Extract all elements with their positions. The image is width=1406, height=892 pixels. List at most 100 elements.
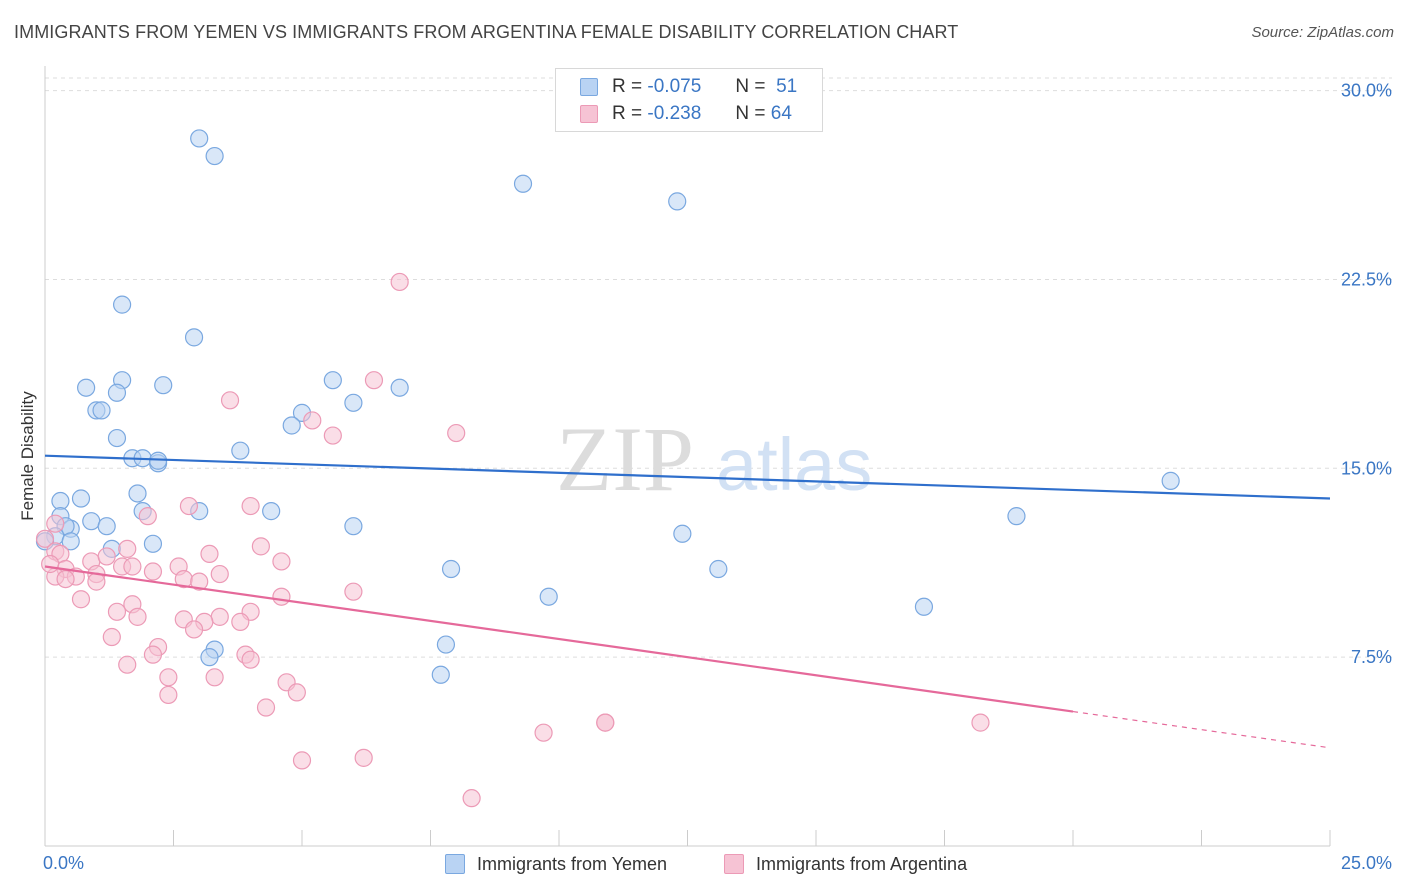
argentina-n-value: 64 (770, 103, 792, 124)
argentina-point (303, 411, 322, 430)
argentina-point (210, 607, 229, 626)
yemen-point (112, 295, 132, 314)
argentina-point (97, 547, 116, 566)
source-label: Source: ZipAtlas.com (1251, 24, 1394, 41)
x-tick-label-max: 25.0% (1341, 853, 1392, 873)
yemen-point (128, 484, 147, 503)
yemen-point (97, 517, 116, 536)
series-yemen-points (35, 129, 1180, 684)
watermark: ZIP atlas (556, 408, 872, 510)
yemen-point (914, 597, 934, 616)
yemen-point (92, 401, 111, 420)
argentina-point (390, 272, 409, 292)
argentina-point (35, 529, 55, 548)
trendlines (44, 454, 1331, 749)
y-tick-label: 7.5% (1351, 647, 1392, 667)
yemen-point (323, 371, 342, 390)
y-axis-label: Female Disability (18, 391, 37, 521)
yemen-r-value: -0.075 (647, 76, 702, 97)
argentina-point (354, 748, 373, 767)
argentina-point (364, 371, 384, 390)
yemen-point (82, 512, 101, 531)
argentina-point (179, 496, 199, 516)
chart-title: IMMIGRANTS FROM YEMEN VS IMMIGRANTS FROM… (14, 22, 959, 42)
bottom-legend-argentina[interactable]: Immigrants from Argentina (724, 852, 967, 876)
legend-row-yemen: R = -0.075 N = 51 (580, 75, 797, 99)
argentina-point (71, 590, 91, 609)
r-label: R = (612, 103, 643, 124)
argentina-point (292, 751, 312, 770)
argentina-trendline-extension (1072, 710, 1331, 749)
n-label: N = (735, 76, 766, 97)
n-label: N = (735, 103, 766, 124)
argentina-point (123, 557, 142, 576)
argentina-point (200, 544, 219, 564)
argentina-point (107, 602, 127, 621)
bottom-legend-yemen[interactable]: Immigrants from Yemen (445, 852, 667, 876)
argentina-point (241, 650, 260, 669)
yemen-trendline (44, 454, 1331, 500)
yemen-point (344, 517, 363, 536)
argentina-point (220, 391, 240, 410)
series-argentina-points (35, 272, 990, 808)
yemen-point (51, 491, 70, 511)
argentina-point (159, 685, 178, 705)
argentina-point (143, 645, 163, 664)
argentina-point (138, 507, 157, 526)
tick-labels: 7.5% 15.0% 22.5% 30.0% 0.0% 25.0% (43, 81, 1392, 873)
argentina-point (190, 572, 209, 591)
yemen-point (77, 378, 96, 397)
watermark-atlas: atlas (716, 423, 872, 506)
argentina-swatch (580, 105, 598, 123)
yemen-point (107, 428, 127, 448)
argentina-point (118, 539, 137, 558)
argentina-point (46, 514, 65, 533)
yemen-point (668, 192, 687, 211)
yemen-legend-swatch (445, 854, 465, 874)
argentina-point (971, 713, 990, 732)
yemen-point (190, 129, 209, 148)
y-tick-label: 15.0% (1341, 458, 1392, 478)
argentina-r-value: -0.238 (647, 103, 702, 124)
yemen-point (107, 383, 127, 402)
yemen-point (513, 174, 533, 193)
yemen-point (539, 587, 558, 606)
argentina-point (231, 612, 250, 631)
argentina-point (287, 683, 306, 702)
yemen-point (431, 665, 450, 684)
argentina-trendline (44, 565, 1074, 713)
yemen-point (390, 378, 409, 397)
yemen-point (205, 146, 224, 166)
yemen-point (143, 534, 163, 553)
yemen-n-value: 51 (776, 76, 798, 97)
argentina-point (256, 698, 276, 717)
legend-row-argentina: R = -0.238 N = 64 (580, 102, 792, 126)
yemen-point (344, 393, 363, 412)
yemen-point (441, 559, 461, 579)
r-label: R = (612, 76, 643, 97)
yemen-point (673, 524, 692, 543)
yemen-point (1161, 471, 1180, 490)
yemen-point (154, 376, 173, 395)
yemen-point (282, 416, 301, 435)
yemen-point (200, 648, 219, 667)
watermark-zip: ZIP (556, 408, 694, 510)
yemen-point (61, 532, 80, 551)
yemen-point (262, 502, 281, 521)
argentina-point (447, 423, 466, 443)
argentina-point (210, 564, 229, 584)
argentina-point (534, 723, 553, 742)
argentina-point (251, 537, 270, 556)
argentina-point (159, 668, 178, 687)
yemen-point (436, 635, 456, 654)
yemen-point (231, 441, 250, 460)
argentina-point (205, 668, 224, 687)
argentina-point (41, 554, 60, 574)
y-tick-label: 30.0% (1341, 81, 1392, 101)
argentina-point (102, 627, 121, 647)
argentina-point (344, 582, 363, 601)
argentina-point (323, 426, 342, 445)
yemen-point (184, 328, 204, 347)
argentina-point (272, 587, 291, 606)
